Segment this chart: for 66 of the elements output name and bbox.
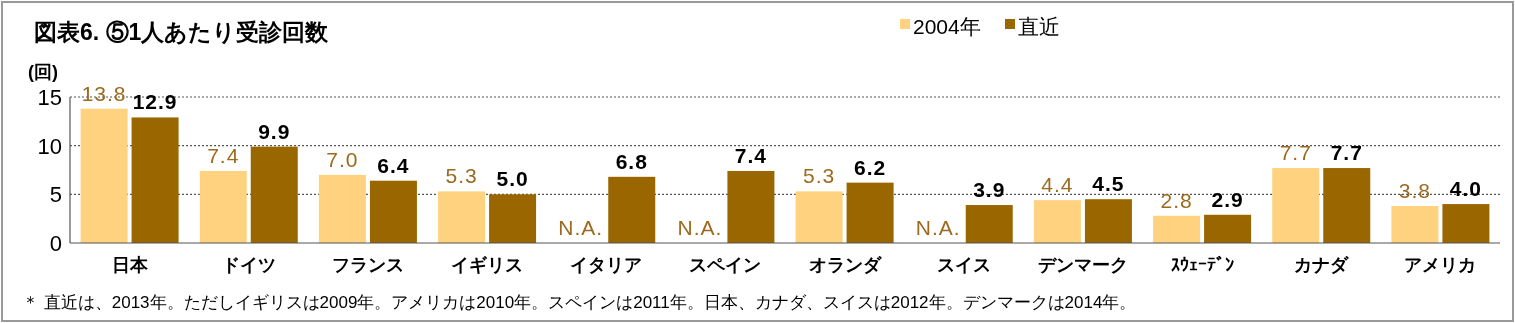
bar (608, 176, 656, 243)
y-tick-label: 0 (49, 231, 62, 256)
text: N.A. (915, 216, 961, 239)
bar (250, 146, 298, 243)
bar (318, 174, 366, 243)
bar (1323, 168, 1371, 243)
bar (1204, 214, 1252, 243)
data-label: 5.3 (445, 164, 478, 188)
x-tick-label: ｽｳｪｰﾃﾞﾝ (1170, 255, 1234, 275)
data-label: 4.5 (1092, 172, 1125, 196)
x-tick-label: スイス (936, 255, 991, 275)
data-label: 3.8 (1398, 179, 1432, 203)
x-tick-label: イタリア (570, 255, 643, 275)
data-label: 6.4 (377, 153, 410, 177)
data-label: 13.8 (81, 81, 127, 105)
data-label: 7.7 (1279, 141, 1312, 165)
data-label: 5.0 (496, 167, 529, 191)
data-label: 7.4 (207, 143, 240, 167)
text: ＊ 直近は、2013年。ただしイギリスは2009年。アメリカは2010年。スペインは2011年。日本、カナダ、スイスは2012年。デンマークは2014年。 (22, 293, 1137, 312)
bar (1442, 204, 1490, 243)
bar (1084, 199, 1132, 243)
data-label: 12.9 (132, 90, 178, 114)
x-tick-label: 日本 (111, 255, 149, 275)
x-tick-label: アメリカ (1404, 255, 1477, 275)
x-tick-label: カナダ (1294, 255, 1350, 275)
x-tick-label: オランダ (808, 255, 882, 275)
bar (965, 205, 1013, 243)
bar (199, 170, 247, 243)
data-label: 5.3 (802, 164, 836, 188)
data-label: 6.2 (853, 155, 887, 179)
y-tick-label: 15 (37, 85, 62, 110)
text: N.A. (558, 216, 604, 239)
data-label: 4.4 (1041, 173, 1074, 197)
x-tick-label: デンマーク (1037, 255, 1128, 275)
y-tick-label: 10 (37, 133, 62, 159)
bar (1272, 168, 1320, 243)
bar (846, 182, 894, 243)
bar (489, 194, 537, 243)
bar (1033, 200, 1081, 243)
chart-title: 図表6. ⑤1人あたり受診回数 (34, 19, 330, 45)
bar (795, 191, 843, 243)
bar (369, 180, 417, 243)
bar (80, 108, 128, 243)
data-label: 2.8 (1160, 188, 1193, 212)
bar (131, 117, 179, 243)
text: N.A. (677, 216, 723, 239)
x-tick-label: ドイツ (221, 255, 276, 275)
y-axis-title: (回) (28, 62, 58, 82)
data-label: 2.9 (1211, 187, 1244, 211)
data-label: 9.9 (258, 119, 291, 143)
data-label: 3.9 (973, 178, 1006, 202)
bar (438, 191, 486, 243)
data-label: 7.4 (734, 143, 768, 167)
bar (1153, 215, 1201, 243)
data-label: 4.0 (1449, 177, 1483, 201)
x-tick-label: フランス (331, 255, 404, 275)
legend-label: 2004年 (913, 15, 981, 38)
x-tick-label: イギリス (451, 255, 524, 275)
x-tick-label: スペイン (689, 255, 762, 275)
y-tick-label: 5 (49, 182, 62, 208)
legend-label: 直近 (1018, 15, 1060, 38)
data-label: 7.7 (1330, 141, 1363, 165)
bar (1391, 206, 1439, 243)
data-label: 7.0 (326, 147, 359, 171)
data-label: 6.8 (615, 149, 648, 173)
bar (727, 170, 775, 243)
